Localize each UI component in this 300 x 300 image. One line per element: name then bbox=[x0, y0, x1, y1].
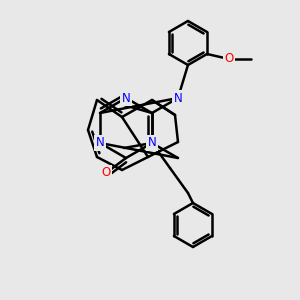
Text: N: N bbox=[96, 136, 104, 149]
Text: N: N bbox=[174, 92, 182, 104]
Text: N: N bbox=[122, 92, 130, 104]
Text: N: N bbox=[148, 136, 156, 149]
Text: O: O bbox=[224, 52, 234, 65]
Text: O: O bbox=[101, 167, 111, 179]
